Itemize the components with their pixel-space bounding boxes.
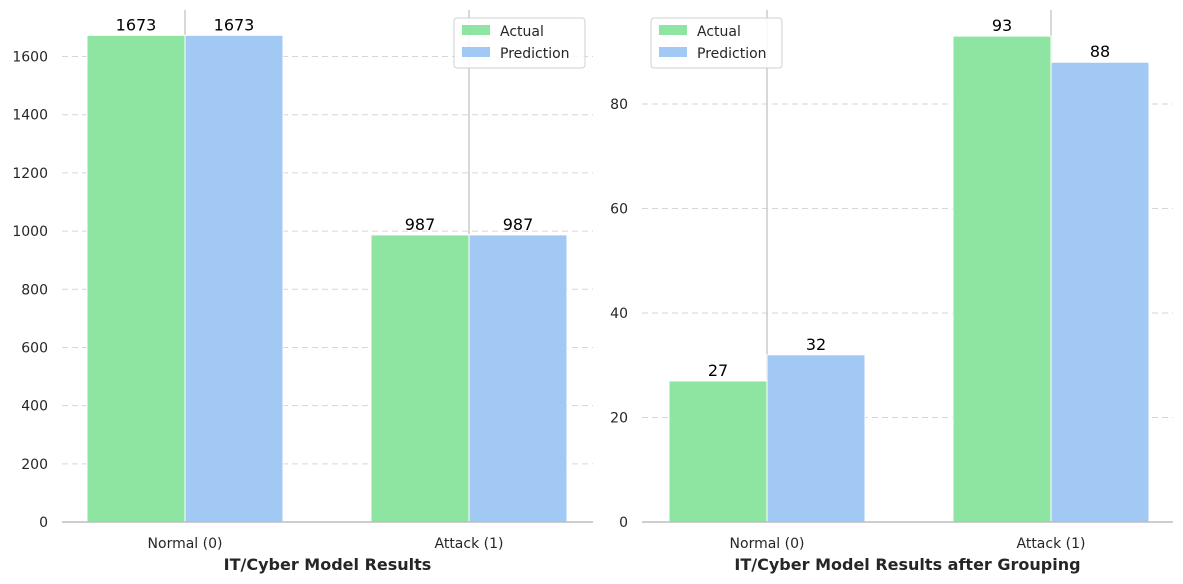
y-tick-label: 1400 xyxy=(12,108,48,124)
x-axis-label: IT/Cyber Model Results xyxy=(224,555,432,574)
y-tick-label: 0 xyxy=(619,515,628,531)
y-tick-label: 0 xyxy=(39,515,48,531)
y-tick-label: 60 xyxy=(610,202,628,218)
legend-label: Actual xyxy=(697,24,741,40)
y-tick-label: 200 xyxy=(21,457,48,473)
left-chart-panel: 0 200 400 600 800 1000 1200 1400 1600 1673 1673 Nor… xyxy=(12,10,593,574)
y-tick-label: 800 xyxy=(21,282,48,298)
x-tick-label: Normal (0) xyxy=(148,536,223,552)
prediction-bar xyxy=(468,234,568,523)
x-tick-label: Normal (0) xyxy=(730,536,805,552)
legend-label: Prediction xyxy=(697,46,767,62)
bar-value-label: 1673 xyxy=(214,15,255,34)
right-chart-panel: 0 20 40 60 80 27 32 Normal (0) 93 88 Attack (1) IT/… xyxy=(610,10,1173,574)
bar-value-label: 93 xyxy=(992,16,1012,35)
legend-swatch xyxy=(462,25,490,35)
bar-value-label: 987 xyxy=(503,215,534,234)
y-tick-label: 20 xyxy=(610,411,628,427)
legend-swatch xyxy=(659,47,687,57)
bar-value-label: 27 xyxy=(708,361,728,380)
legend: Actual Prediction xyxy=(453,17,586,69)
bar-value-label: 32 xyxy=(806,335,826,354)
x-axis-label: IT/Cyber Model Results after Grouping xyxy=(734,555,1080,574)
legend-label: Actual xyxy=(500,24,544,40)
legend: Actual Prediction xyxy=(650,17,783,69)
y-tick-label: 1000 xyxy=(12,224,48,240)
legend-label: Prediction xyxy=(500,46,570,62)
prediction-bar xyxy=(184,34,284,523)
legend-swatch xyxy=(659,25,687,35)
y-tick-label: 1200 xyxy=(12,166,48,182)
y-tick-label: 600 xyxy=(21,340,48,356)
bar-value-label: 88 xyxy=(1090,42,1110,61)
actual-bar xyxy=(86,34,186,523)
y-tick-label: 400 xyxy=(21,399,48,415)
x-tick-label: Attack (1) xyxy=(1017,536,1086,552)
x-tick-label: Attack (1) xyxy=(435,536,504,552)
actual-bar xyxy=(668,380,768,523)
prediction-bar xyxy=(766,354,866,523)
prediction-bar xyxy=(1050,61,1150,523)
legend-swatch xyxy=(462,47,490,57)
actual-bar xyxy=(952,35,1052,523)
y-tick-label: 40 xyxy=(610,306,628,322)
y-tick-label: 80 xyxy=(610,97,628,113)
y-tick-label: 1600 xyxy=(12,50,48,66)
bar-value-label: 987 xyxy=(405,215,436,234)
bar-value-label: 1673 xyxy=(116,15,157,34)
actual-bar xyxy=(370,234,470,523)
